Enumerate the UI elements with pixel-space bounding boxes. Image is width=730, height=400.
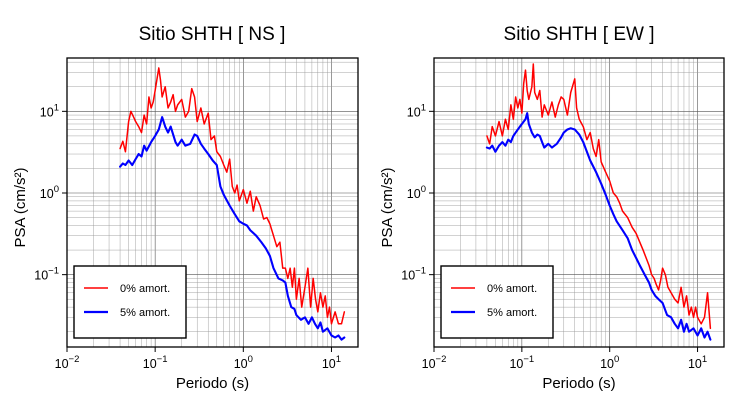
x-tick-label-exp: 1 (702, 354, 707, 365)
series-group (119, 67, 346, 341)
y-tick-label-base: 10 (40, 187, 54, 201)
legend-label: 0% amort. (120, 283, 170, 295)
x-tick-label-exp: 1 (336, 354, 341, 365)
legend: 0% amort. 5% amort. (73, 265, 187, 339)
x-tick-label-exp: −2 (69, 354, 80, 365)
legend-label: 5% amort. (487, 307, 537, 319)
y-tick-label: 100 (407, 184, 426, 201)
x-tick-label: 10−2 (55, 354, 80, 371)
y-tick-label-exp: −1 (415, 266, 426, 277)
y-tick-label: 10−1 (401, 266, 426, 283)
panel-ew: Sitio SHTH [ EW ]10−2 10−1 100 10110−110010… (379, 24, 725, 392)
x-tick-label: 10−1 (509, 354, 534, 371)
x-tick-label: 101 (688, 354, 707, 371)
y-axis-label: PSA (cm/s²) (379, 167, 396, 247)
grid (433, 58, 725, 347)
x-tick-label-base: 10 (143, 357, 157, 371)
x-tick-label-base: 10 (600, 357, 614, 371)
y-tick-label-base: 10 (401, 269, 415, 283)
series-line-red (119, 67, 346, 325)
x-tick-label: 10−1 (143, 354, 168, 371)
legend-label: 0% amort. (487, 283, 537, 295)
y-tick-label-base: 10 (407, 187, 421, 201)
x-tick-label-exp: −2 (436, 354, 447, 365)
y-tick-label: 10−1 (34, 266, 59, 283)
y-axis-label: PSA (cm/s²) (12, 167, 29, 247)
chart-title: Sitio SHTH [ NS ] (139, 24, 286, 45)
y-tick-label: 100 (40, 184, 59, 201)
y-tick-label: 101 (40, 102, 59, 119)
x-tick-label-exp: −1 (523, 354, 534, 365)
x-tick-label-base: 10 (688, 357, 702, 371)
legend: 0% amort. 5% amort. (440, 265, 554, 339)
x-tick-label: 10−2 (422, 354, 447, 371)
x-tick-label-exp: −1 (157, 354, 168, 365)
x-tick-label-base: 10 (234, 357, 248, 371)
y-tick-label-exp: −1 (48, 266, 59, 277)
y-tick-label-exp: 1 (421, 102, 426, 113)
series-group (485, 63, 712, 341)
series-line-red (486, 63, 712, 330)
x-tick-label-base: 10 (422, 357, 436, 371)
x-tick-label-exp: 0 (614, 354, 619, 365)
plot-frame (433, 57, 725, 348)
y-tick-label-exp: 0 (421, 184, 426, 195)
y-tick-label-base: 10 (407, 105, 421, 119)
series-line-blue (119, 116, 346, 341)
plot-frame (66, 57, 359, 348)
y-tick-label: 101 (407, 102, 426, 119)
x-tick-label: 101 (322, 354, 341, 371)
panel-ns: Sitio SHTH [ NS ]10−2 10−1 100 10110−110010… (12, 24, 359, 392)
legend-box (73, 265, 187, 339)
x-tick-label-base: 10 (509, 357, 523, 371)
y-tick-label-exp: 0 (54, 184, 59, 195)
x-tick-label-base: 10 (55, 357, 69, 371)
y-tick-label-exp: 1 (54, 102, 59, 113)
x-axis-label: Periodo (s) (542, 375, 615, 392)
y-tick-label-base: 10 (40, 105, 54, 119)
chart-title: Sitio SHTH [ EW ] (504, 24, 655, 45)
x-tick-label: 100 (600, 354, 619, 371)
x-tick-label-base: 10 (322, 357, 336, 371)
x-axis-label: Periodo (s) (176, 375, 249, 392)
y-tick-label-base: 10 (34, 269, 48, 283)
legend-label: 5% amort. (120, 307, 170, 319)
legend-box (440, 265, 554, 339)
grid (66, 58, 359, 347)
x-tick-label-exp: 0 (248, 354, 253, 365)
x-tick-label: 100 (234, 354, 253, 371)
series-line-blue (485, 112, 712, 341)
